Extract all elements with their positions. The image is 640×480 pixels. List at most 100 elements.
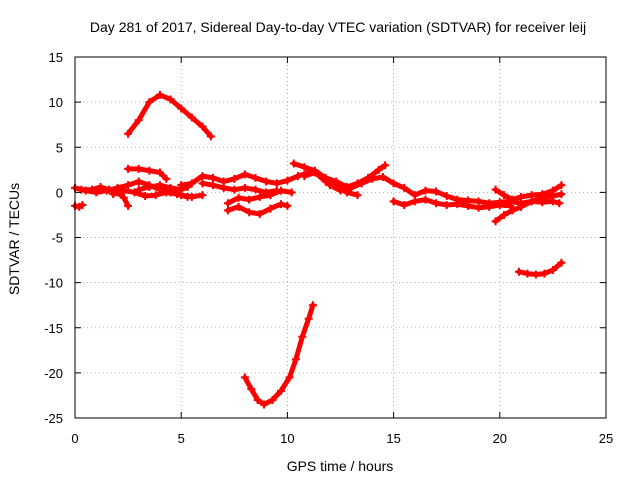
data-point — [187, 179, 196, 188]
data-point — [134, 177, 143, 186]
data-point — [557, 181, 566, 190]
data-point — [130, 188, 139, 197]
x-axis-label: GPS time / hours — [287, 458, 394, 474]
data-point — [514, 267, 523, 276]
data-point — [124, 129, 133, 138]
data-point — [155, 168, 164, 177]
data-point — [421, 186, 430, 195]
data-point — [272, 179, 281, 188]
data-point — [285, 373, 294, 382]
data-point — [442, 191, 451, 200]
data-point — [298, 332, 307, 341]
data-point — [77, 185, 86, 194]
data-point — [124, 181, 133, 190]
series-line — [225, 201, 290, 217]
plot-frame — [74, 56, 607, 419]
y-tick-label: -10 — [44, 276, 63, 291]
data-point — [177, 181, 186, 190]
data-point — [183, 192, 192, 201]
data-point — [495, 201, 504, 210]
y-tick-label: 10 — [49, 95, 63, 110]
data-point — [230, 174, 239, 183]
data-point — [531, 270, 540, 279]
data-point — [198, 122, 207, 131]
series-track-10 — [223, 186, 296, 208]
series-track-9 — [198, 179, 281, 197]
data-point — [198, 172, 207, 181]
data-point — [109, 190, 118, 199]
data-point — [485, 202, 494, 211]
data-point — [162, 188, 171, 197]
x-tick-label: 15 — [386, 431, 400, 446]
tick-labels: 0 5 10 15 20 25 -25 -20 -15 -10 -5 0 5 10 15 — [44, 50, 613, 446]
series-track-11 — [223, 200, 292, 219]
data-point — [151, 191, 160, 200]
data-point — [145, 98, 154, 107]
data-point — [517, 192, 526, 201]
series-track-1 — [71, 201, 87, 211]
data-point — [491, 217, 500, 226]
series-line — [327, 174, 562, 206]
series-track-5 — [124, 90, 215, 141]
data-point — [240, 170, 249, 179]
data-point — [209, 173, 218, 182]
data-point — [336, 186, 345, 195]
data-point — [277, 386, 286, 395]
data-point — [260, 400, 269, 409]
y-tick-label: 5 — [56, 140, 63, 155]
data-point — [266, 204, 275, 213]
data-point — [177, 104, 186, 113]
data-point — [453, 200, 462, 209]
data-point — [206, 132, 215, 141]
data-point — [353, 191, 362, 200]
data-point — [432, 187, 441, 196]
data-point — [300, 172, 309, 181]
data-point — [223, 206, 232, 215]
y-tick-label: -5 — [51, 231, 63, 246]
data-point — [538, 193, 547, 202]
data-point — [308, 301, 317, 310]
data-point — [548, 265, 557, 274]
data-point — [223, 199, 232, 208]
data-point — [289, 159, 298, 168]
data-point — [304, 314, 313, 323]
data-point — [523, 269, 532, 278]
data-point — [378, 173, 387, 182]
y-tick-label: -15 — [44, 321, 63, 336]
data-point — [527, 197, 536, 206]
data-point — [474, 203, 483, 212]
data-point — [234, 202, 243, 211]
y-axis-label: SDTVAR / TECUs — [6, 183, 22, 295]
data-point — [245, 208, 254, 217]
data-point — [347, 183, 356, 192]
data-point — [262, 177, 271, 186]
x-tick-label: 5 — [178, 431, 185, 446]
data-point — [251, 173, 260, 182]
data-point — [283, 176, 292, 185]
data-point — [491, 185, 500, 194]
data-point — [548, 191, 557, 200]
data-point — [268, 395, 277, 404]
data-point — [198, 179, 207, 188]
data-point — [442, 201, 451, 210]
data-point — [368, 174, 377, 183]
data-point — [155, 181, 164, 190]
y-tick-label: -25 — [44, 411, 63, 426]
data-point — [96, 182, 105, 191]
data-point — [240, 373, 249, 382]
series-line — [291, 161, 388, 190]
series-track-6 — [124, 164, 171, 183]
data-point — [277, 200, 286, 209]
series-line — [125, 92, 214, 139]
data-point — [251, 185, 260, 194]
data-point — [124, 164, 133, 173]
x-tick-label: 20 — [493, 431, 507, 446]
data-point — [517, 202, 526, 211]
data-point — [400, 183, 409, 192]
data-point — [432, 199, 441, 208]
data-point — [266, 191, 275, 200]
data-point — [508, 195, 517, 204]
y-tick-label: -20 — [44, 366, 63, 381]
data-point — [291, 355, 300, 364]
